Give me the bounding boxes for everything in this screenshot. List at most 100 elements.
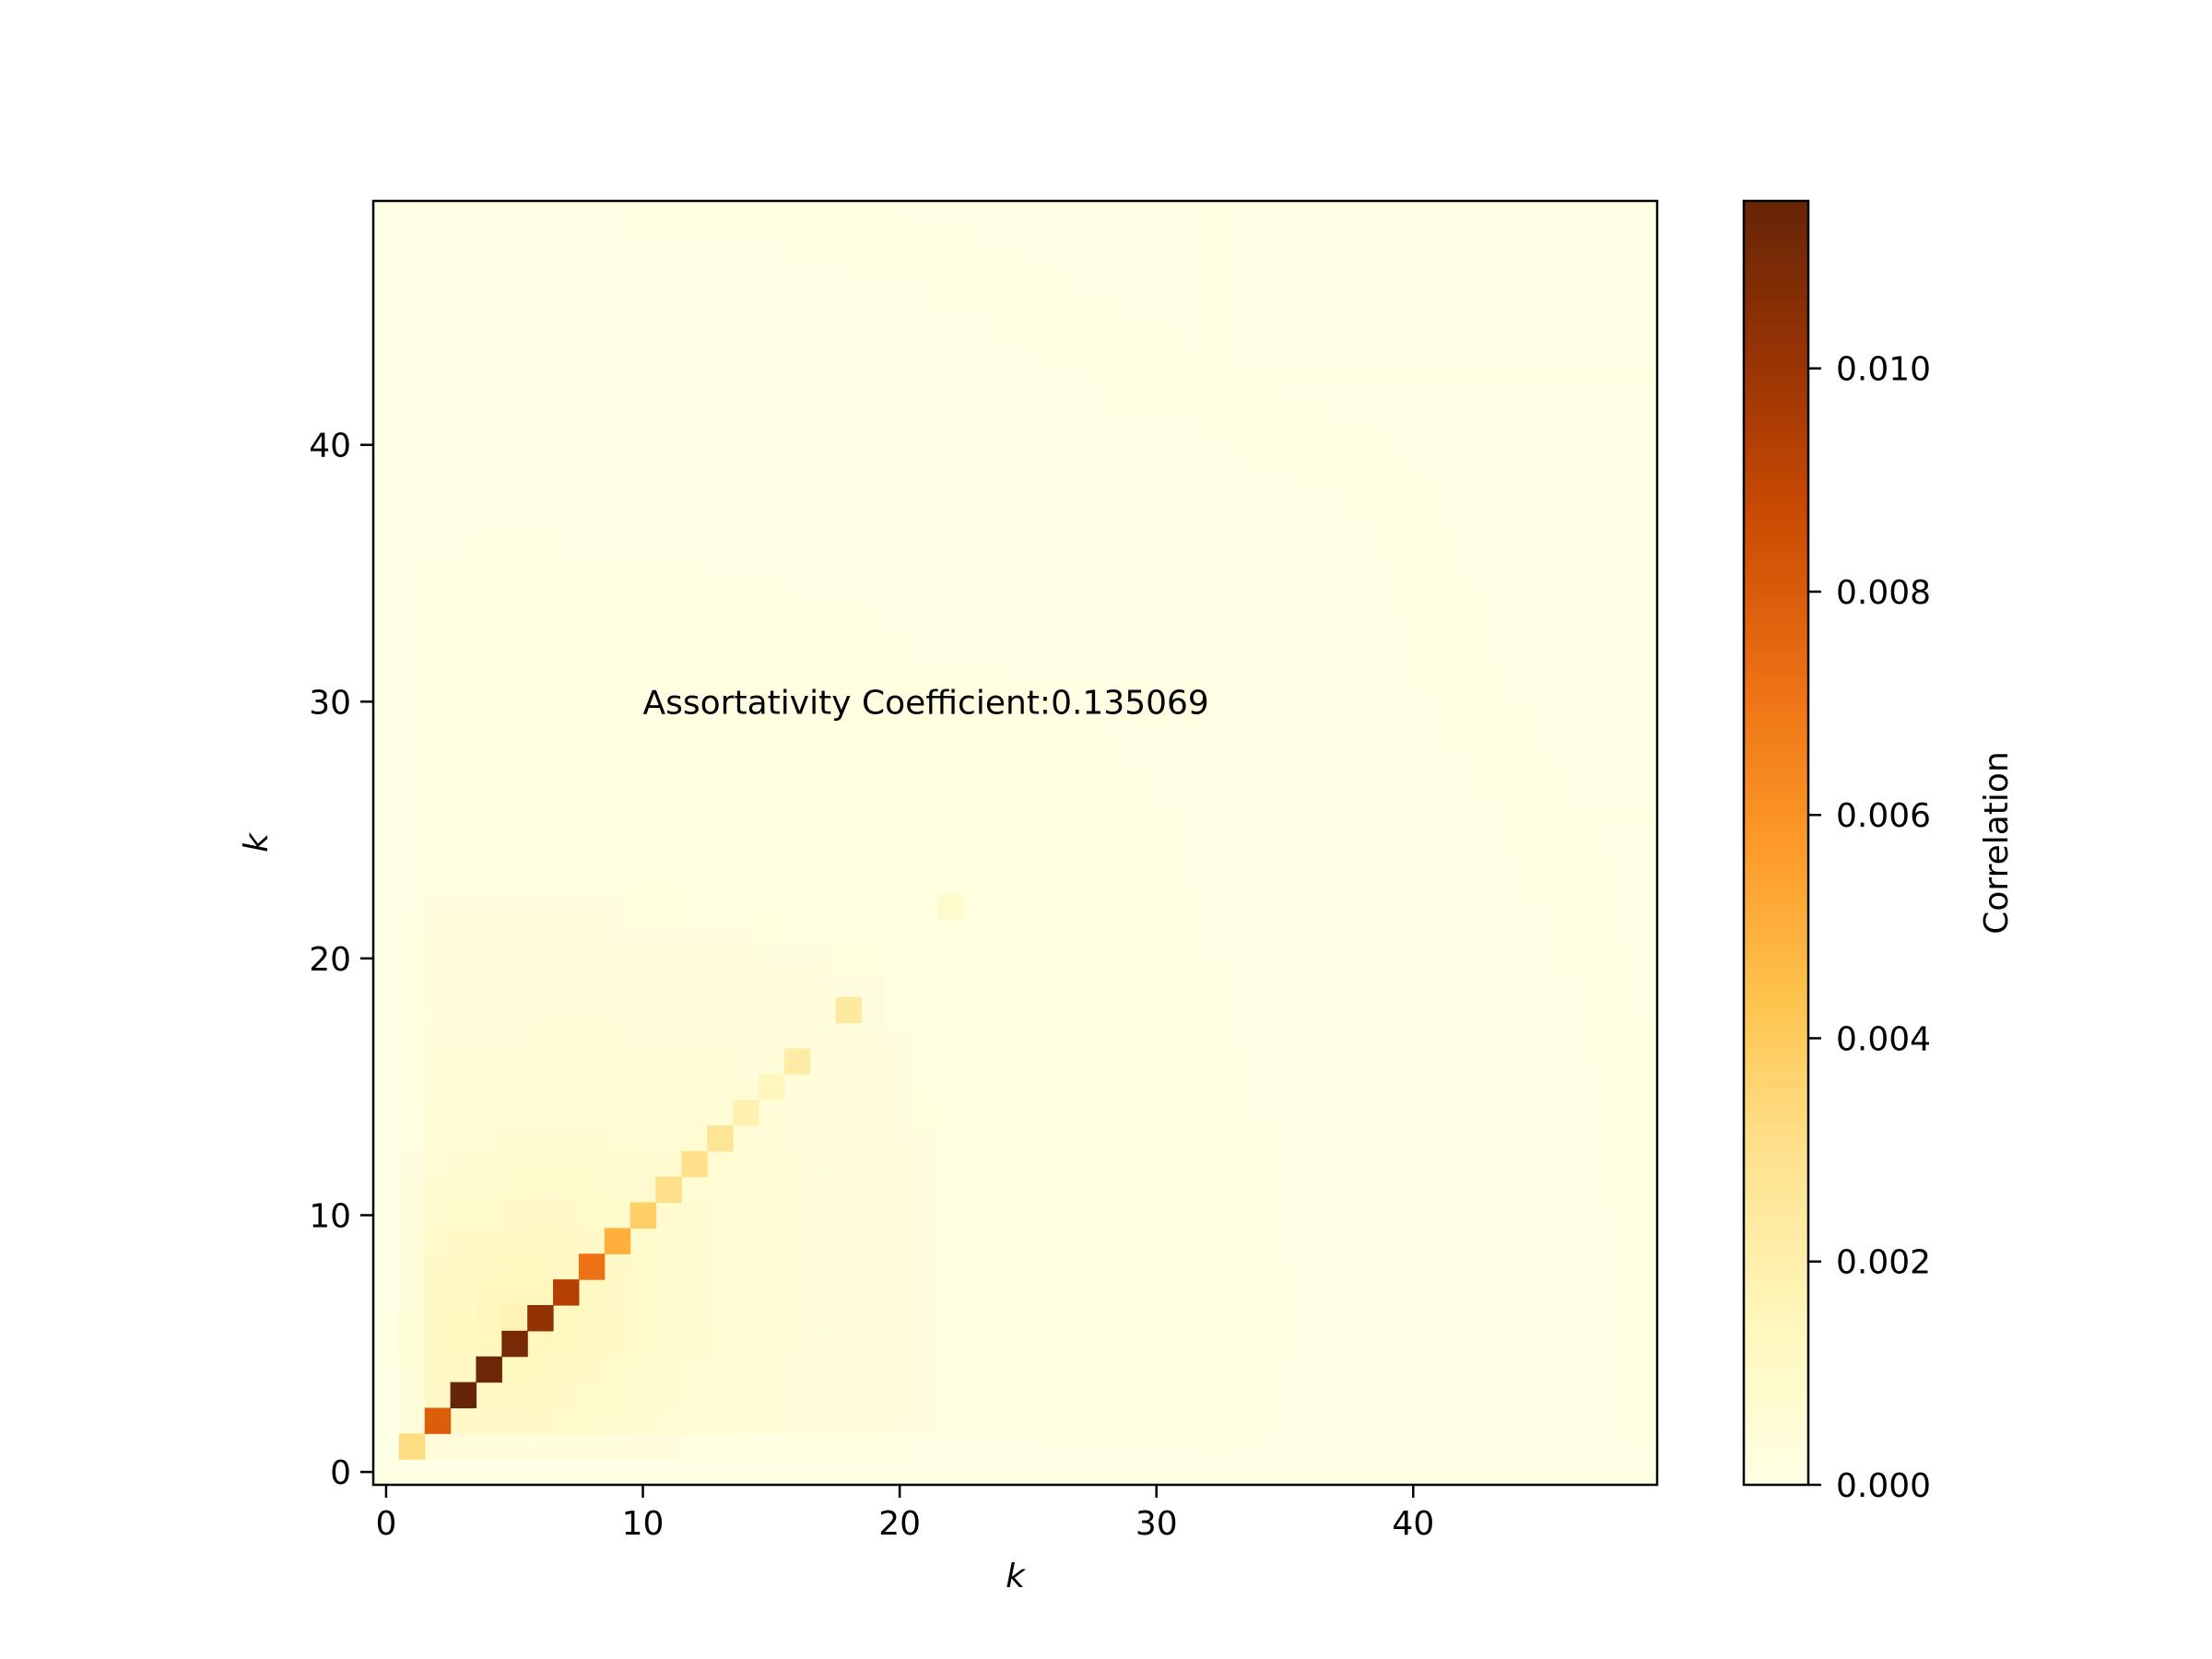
heatmap-cell [1194, 535, 1221, 561]
heatmap-cell [912, 894, 939, 921]
heatmap-cell [1220, 817, 1247, 844]
heatmap-cell [887, 1356, 913, 1383]
heatmap-cell [1348, 1356, 1376, 1383]
heatmap-cell [733, 483, 759, 510]
heatmap-cell [989, 1304, 1017, 1332]
heatmap-cell [655, 1407, 682, 1434]
heatmap-cell [1323, 1407, 1350, 1434]
heatmap-cell [629, 740, 657, 767]
heatmap-cell [1272, 868, 1299, 895]
heatmap-cell [1554, 1407, 1582, 1434]
heatmap-cell [527, 252, 554, 279]
heatmap-cell [989, 483, 1017, 510]
heatmap-cell [733, 971, 759, 998]
heatmap-cell [1374, 996, 1401, 1024]
heatmap-cell [809, 1048, 837, 1075]
heatmap-cell [937, 1279, 965, 1306]
heatmap-cell [1426, 611, 1453, 639]
heatmap-cell [424, 920, 452, 947]
heatmap-cell [578, 1459, 606, 1486]
heatmap-cell [835, 509, 862, 535]
heatmap-cell [1631, 1022, 1658, 1049]
heatmap-cell [1554, 1074, 1582, 1100]
heatmap-cell [1272, 1228, 1299, 1254]
heatmap-cell [1400, 381, 1427, 407]
heatmap-cell [476, 201, 502, 228]
heatmap-cell [1452, 431, 1478, 459]
heatmap-cell [1606, 381, 1632, 407]
heatmap-cell [476, 509, 502, 535]
heatmap-cell [861, 355, 888, 382]
heatmap-cell [1400, 688, 1427, 715]
heatmap-cell [989, 381, 1017, 407]
heatmap-cell [1220, 842, 1247, 869]
heatmap-cell [1528, 1459, 1556, 1486]
heatmap-cell [450, 585, 477, 613]
heatmap-cell [809, 1459, 837, 1486]
heatmap-cell [450, 714, 477, 741]
heatmap-cell [937, 714, 965, 741]
heatmap-cell [912, 406, 939, 433]
heatmap-cell [1117, 945, 1145, 972]
heatmap-cell [1041, 1176, 1067, 1204]
heatmap-cell [681, 277, 708, 305]
heatmap-cell [1348, 509, 1376, 535]
heatmap-cell [1117, 791, 1145, 818]
heatmap-cell [1066, 817, 1093, 844]
heatmap-cell [1426, 894, 1453, 921]
heatmap-cell [373, 1124, 400, 1152]
heatmap-cell [681, 1100, 708, 1126]
heatmap-cell [1452, 1150, 1478, 1178]
heatmap-cell [1631, 585, 1658, 613]
heatmap-cell [681, 509, 708, 535]
heatmap-cell [1502, 457, 1530, 485]
heatmap-cell [629, 201, 657, 228]
heatmap-cell [1015, 355, 1041, 382]
heatmap-cell [501, 303, 528, 330]
heatmap-cell [1580, 740, 1606, 767]
heatmap-cell [1348, 791, 1376, 818]
heatmap-cell [861, 329, 888, 356]
heatmap-cell [963, 355, 991, 382]
heatmap-cell [1554, 1459, 1582, 1486]
heatmap-cell [1477, 714, 1504, 741]
heatmap-cell [476, 1074, 502, 1100]
heatmap-cell [604, 329, 631, 356]
heatmap-cell [1348, 817, 1376, 844]
heatmap-cell [1400, 945, 1427, 972]
heatmap-cell [681, 355, 708, 382]
heatmap-cell [1297, 1459, 1324, 1486]
heatmap-cell [1169, 714, 1196, 741]
heatmap-cell [1015, 945, 1041, 972]
heatmap-cell [1477, 920, 1504, 947]
heatmap-cell [989, 1382, 1017, 1409]
heatmap-cell [887, 1048, 913, 1075]
heatmap-cell [476, 611, 502, 639]
heatmap-cell [553, 842, 580, 869]
heatmap-cell [1631, 457, 1658, 485]
heatmap-cell [1400, 277, 1427, 305]
heatmap-cell [887, 1150, 913, 1178]
heatmap-cell [424, 509, 452, 535]
heatmap-cell [989, 945, 1017, 972]
heatmap-cell [501, 1048, 528, 1075]
heatmap-cell [1606, 226, 1632, 253]
heatmap-cell [1272, 201, 1299, 228]
heatmap-cell [809, 1356, 837, 1383]
heatmap-cell [681, 252, 708, 279]
heatmap-cell [373, 226, 400, 253]
heatmap-cell [861, 1382, 888, 1409]
heatmap-cell [1194, 252, 1221, 279]
heatmap-cell [733, 1433, 759, 1460]
heatmap-cell [1092, 252, 1119, 279]
heatmap-cell [733, 1330, 759, 1358]
heatmap-cell [398, 226, 426, 253]
heatmap-cell [963, 509, 991, 535]
heatmap-cell [1041, 1459, 1067, 1486]
heatmap-cell [1272, 1176, 1299, 1204]
heatmap-cell [1117, 1382, 1145, 1409]
heatmap-cell [707, 226, 734, 253]
heatmap-cell [1502, 509, 1530, 535]
heatmap-cell [424, 1100, 452, 1126]
heatmap-cell [398, 201, 426, 228]
